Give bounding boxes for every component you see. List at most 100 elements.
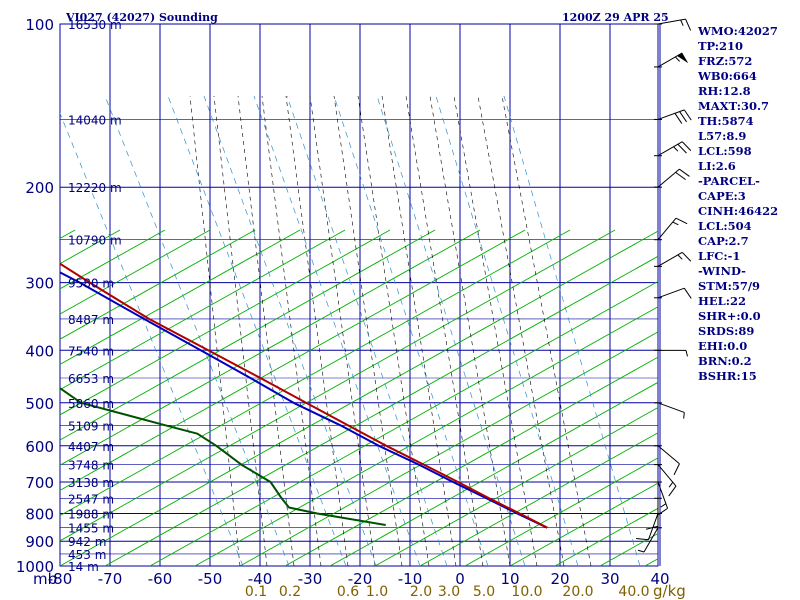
pressure-tick-label: 300 bbox=[25, 275, 54, 293]
temperature-tick-label: -70 bbox=[98, 570, 123, 588]
plot-frame bbox=[59, 23, 659, 567]
wind-barb-halfflag bbox=[637, 549, 645, 553]
moist-adiabat bbox=[405, 95, 484, 566]
dry-adiabat bbox=[60, 230, 658, 566]
moist-adiabat bbox=[213, 95, 268, 566]
wind-barb-flag bbox=[657, 507, 668, 516]
dry-adiabat bbox=[60, 229, 256, 340]
wind-barb-flag bbox=[681, 252, 692, 262]
temperature-tick-label: 20 bbox=[550, 570, 569, 588]
wind-barb-halfflag bbox=[672, 221, 679, 226]
index-item: L57:8.9 bbox=[698, 129, 747, 143]
mixing-ratio-label: 40.0 bbox=[618, 584, 649, 600]
indices-panel: WMO:42027 TP:210 FRZ:572 WB0:664 RH:12.8 MAXT… bbox=[698, 24, 798, 384]
mixing-ratio-line bbox=[376, 95, 526, 566]
height-label: 453 m bbox=[68, 548, 106, 562]
pressure-tick-label: 500 bbox=[25, 395, 54, 413]
isobar-isotherm-grid bbox=[59, 23, 661, 567]
wind-barb bbox=[636, 512, 662, 541]
mixing-ratio-label: 2.0 bbox=[410, 584, 432, 600]
wind-barb-staff bbox=[657, 141, 683, 157]
mixing-ratio-label: 3.0 bbox=[438, 584, 460, 600]
temperature-tick-label: 0 bbox=[455, 570, 465, 588]
wind-barb bbox=[654, 445, 680, 476]
dry-adiabat bbox=[60, 229, 301, 365]
wind-barb-staff bbox=[657, 464, 677, 487]
temperature-tick-labels: -80 -70 -60 -50 -40 -30 -20 -10 0 10 20 30 40 bbox=[48, 570, 670, 588]
wind-barb bbox=[654, 52, 689, 68]
mixing-ratio-lines bbox=[60, 95, 641, 566]
temperature-tick-label: 10 bbox=[500, 570, 519, 588]
mixing-ratio-line bbox=[167, 95, 347, 566]
wind-barb-halfflag bbox=[673, 146, 679, 152]
height-label: 1988 m bbox=[68, 508, 114, 522]
wind-barb-flag bbox=[673, 463, 680, 476]
index-item: TP:210 bbox=[698, 39, 744, 53]
height-label: 6653 m bbox=[68, 372, 114, 386]
temperature-tick-label: 30 bbox=[600, 570, 619, 588]
height-label: 5109 m bbox=[68, 419, 114, 433]
height-label: 3138 m bbox=[68, 476, 114, 490]
index-item: STM:57/9 bbox=[698, 279, 761, 293]
index-item: EHI:0.0 bbox=[698, 339, 748, 353]
wind-barb-flag bbox=[675, 217, 688, 225]
dry-adiabat bbox=[60, 229, 391, 416]
wind-barb-staff bbox=[657, 168, 680, 188]
wind-barb bbox=[654, 464, 677, 497]
dewpoint-profile-line bbox=[60, 386, 386, 526]
wind-barb bbox=[654, 481, 669, 516]
wind-barb bbox=[645, 497, 662, 530]
index-item: CAP:2.7 bbox=[698, 234, 749, 248]
dry-adiabat bbox=[149, 281, 658, 566]
index-item: LCL:598 bbox=[698, 144, 752, 158]
index-item: LFC:-1 bbox=[698, 249, 741, 263]
wind-barb-staff bbox=[643, 527, 659, 553]
wind-barb-halfflag bbox=[660, 503, 667, 508]
wind-barb bbox=[654, 168, 690, 188]
wind-barb-halfflag bbox=[674, 56, 680, 62]
wind-barb bbox=[654, 287, 692, 299]
index-item: BRN:0.2 bbox=[698, 354, 752, 368]
moist-adiabat bbox=[189, 95, 241, 566]
index-item: SHR+:0.0 bbox=[698, 309, 761, 323]
moist-adiabat bbox=[429, 95, 511, 566]
height-label: 9580 m bbox=[68, 277, 114, 291]
index-item: TH:5874 bbox=[698, 114, 754, 128]
moist-adiabat bbox=[381, 95, 457, 566]
pressure-tick-label: 400 bbox=[25, 342, 54, 360]
temperature-tick-label: -20 bbox=[348, 570, 373, 588]
wind-barb-staff bbox=[657, 251, 683, 267]
temperature-tick-label: -40 bbox=[248, 570, 273, 588]
moist-adiabat bbox=[477, 95, 565, 566]
wind-barb-flag bbox=[681, 141, 692, 151]
pressure-tick-labels: 100 200 300 400 500 600 700 800 900 1000 bbox=[16, 16, 54, 576]
pressure-tick-label: 200 bbox=[25, 179, 54, 197]
wind-barb bbox=[654, 18, 692, 31]
wind-barb bbox=[637, 527, 662, 553]
dry-adiabat bbox=[60, 229, 166, 290]
wind-barb-flag bbox=[685, 18, 692, 31]
wind-barb-staff bbox=[657, 445, 680, 465]
mixing-ratio-line bbox=[104, 95, 290, 566]
pressure-tick-label: 100 bbox=[25, 16, 54, 34]
wind-barb-flag bbox=[674, 113, 683, 124]
wind-barb-staff bbox=[657, 481, 669, 509]
pressure-tick-label: 800 bbox=[25, 506, 54, 524]
wind-barb bbox=[654, 217, 688, 241]
index-item: LCL:504 bbox=[698, 219, 752, 233]
height-labels: 16530 m 14040 m 12220 m 10790 m 9580 m 8487 m… bbox=[68, 18, 122, 574]
height-label: 16530 m bbox=[68, 18, 122, 32]
dry-adiabat bbox=[60, 229, 346, 391]
profiles bbox=[60, 262, 548, 529]
mixing-ratio-label: 0.1 bbox=[245, 584, 267, 600]
wind-barb bbox=[654, 141, 692, 157]
dry-adiabat bbox=[284, 356, 658, 566]
moist-adiabat bbox=[333, 95, 403, 566]
moist-adiabats bbox=[189, 95, 592, 566]
dry-adiabat bbox=[374, 407, 658, 566]
dry-adiabat bbox=[104, 255, 658, 566]
index-item: MAXT:30.7 bbox=[698, 99, 769, 113]
dry-adiabat bbox=[329, 381, 658, 566]
index-item: LI:2.6 bbox=[698, 159, 736, 173]
mixing-unit-label: g/kg bbox=[653, 582, 686, 600]
